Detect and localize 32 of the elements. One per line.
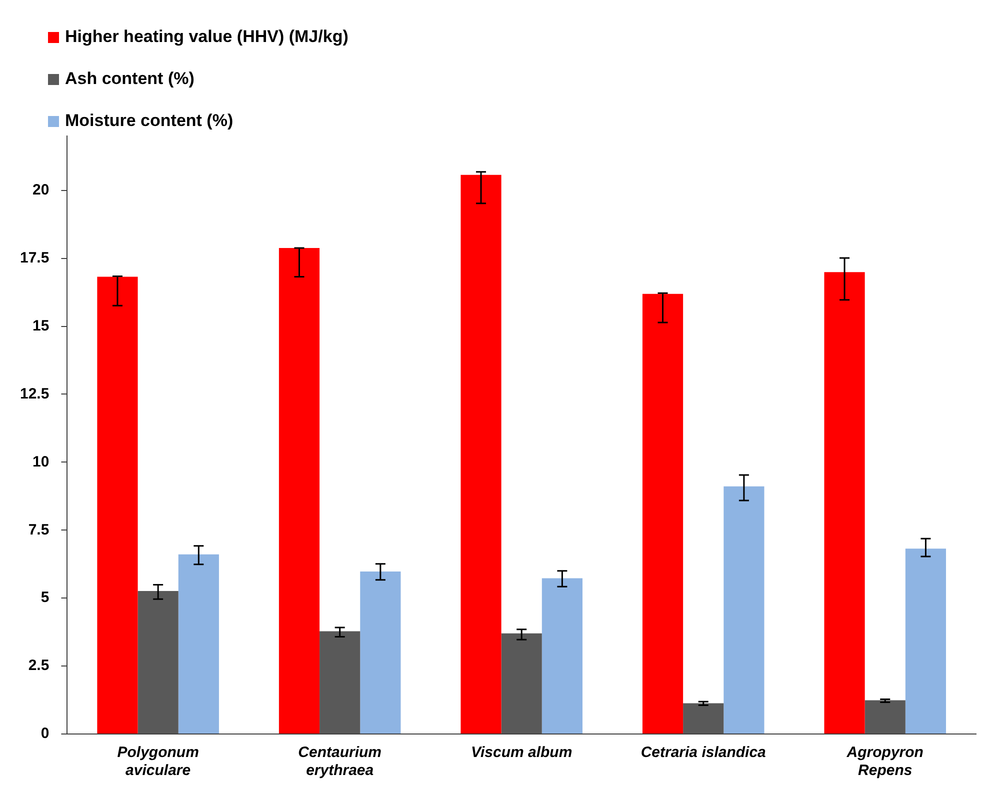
y-tick-label: 7.5 [28,521,50,538]
legend-label: Ash content (%) [65,69,194,89]
y-tick-label: 10 [32,453,50,470]
bar [178,554,219,734]
bar [360,571,401,734]
y-tick-label: 20 [32,182,50,199]
bar [501,633,542,734]
legend-label: Higher heating value (HHV) (MJ/kg) [65,27,348,47]
y-tick-label: 15 [32,317,50,334]
bar [320,631,360,734]
x-tick-label: Viscum album [471,744,572,762]
bar [683,703,724,734]
x-tick-label: Polygonum aviculare [117,744,199,780]
bar [724,486,764,734]
x-tick-label: Centaurium erythraea [298,744,382,780]
bar [542,578,582,734]
bar [824,272,865,734]
bar [278,248,320,734]
y-tick-label: 12.5 [20,385,50,402]
bar [905,548,946,734]
y-tick-label: 17.5 [20,249,50,266]
bar [97,276,138,734]
bar [642,294,684,734]
y-tick-label: 5 [40,589,50,606]
y-tick-label: 0 [40,725,50,742]
legend-label: Moisture content (%) [65,111,234,131]
bar [864,700,906,734]
x-tick-label: Agropyron Repens [846,744,924,780]
bar [138,591,178,734]
y-tick-label: 2.5 [28,657,50,674]
bar [460,174,502,734]
x-tick-label: Cetraria islandica [640,744,766,762]
